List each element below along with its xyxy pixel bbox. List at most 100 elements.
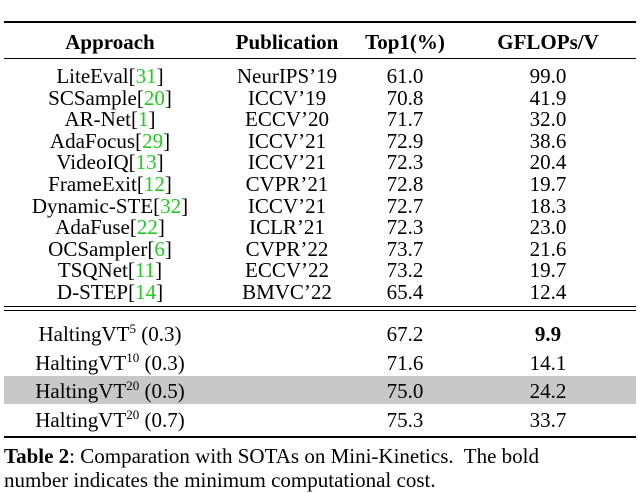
method-name: HaltingVT: [38, 322, 130, 346]
mid-rule: [4, 306, 636, 307]
top-rule: [4, 21, 636, 23]
gflops-cell: 21.6: [529, 236, 567, 261]
top1-cell: 67.2: [386, 322, 424, 346]
approach-cell: SCSample[20]: [48, 87, 172, 109]
top1-cell: 73.7: [386, 236, 424, 261]
publication-cell: ICLR’21: [249, 215, 325, 240]
gflops-cell: 9.9: [534, 322, 562, 346]
gflops-cell: 33.7: [529, 408, 567, 433]
caption-text: : Comparation with SOTAs on Mini-Kinetic…: [69, 444, 539, 468]
approach-cell: D-STEP[14]: [57, 281, 163, 303]
publication-cell: ICCV’21: [247, 193, 327, 218]
method-name: HaltingVT: [35, 408, 127, 433]
top1-cell: 61.0: [386, 64, 424, 88]
gflops-cell: 14.1: [529, 350, 567, 375]
publication-cell: ECCV’20: [245, 107, 329, 132]
top1-cell: 72.3: [386, 215, 424, 240]
gflops-cell: 32.0: [529, 107, 567, 132]
approach-cell: AdaFocus[29]: [50, 130, 170, 152]
header-cell: Publication: [235, 30, 339, 54]
header-cell: GFLOPs/V: [497, 30, 599, 54]
method-name: HaltingVT: [35, 379, 127, 404]
gflops-cell: 19.7: [529, 258, 567, 283]
citation: [12]: [136, 172, 172, 196]
top1-cell: 71.6: [386, 350, 424, 375]
method-name: FrameExit: [48, 172, 137, 196]
citation: [29]: [135, 128, 171, 153]
top1-cell: 72.9: [386, 128, 424, 153]
approach-cell: TSQNet[11]: [58, 259, 162, 281]
approach-cell: VideoIQ[13]: [56, 151, 163, 173]
gflops-cell: 12.4: [529, 280, 567, 304]
header-cell: Top1(%): [365, 30, 445, 54]
approach-cell: OCSampler[6]: [48, 238, 172, 260]
top1-cell: 72.3: [386, 150, 424, 175]
gflops-cell: 38.6: [529, 128, 567, 153]
publication-cell: ICCV’21: [247, 128, 327, 153]
approach-cell: FrameExit[12]: [48, 173, 172, 195]
parameter: (0.3): [141, 322, 182, 346]
approach-cell: LiteEval[31]: [56, 65, 163, 87]
caption-text: number indicates the minimum computation…: [4, 468, 436, 492]
top1-cell: 75.0: [386, 379, 424, 404]
method-name: VideoIQ: [56, 150, 129, 175]
top1-cell: 70.8: [386, 85, 424, 110]
row-highlight: [4, 376, 636, 405]
citation: [22]: [129, 215, 165, 240]
publication-cell: CVPR’22: [245, 236, 329, 261]
superscript: 10: [126, 349, 140, 365]
publication-cell: ECCV’22: [245, 258, 329, 283]
caption-line: Table 2: Comparation with SOTAs on Mini-…: [4, 444, 539, 468]
method-name: AR-Net: [64, 107, 132, 132]
publication-cell: ICCV’21: [247, 150, 327, 175]
header-cell: Approach: [65, 30, 155, 54]
gflops-cell: 24.2: [529, 379, 567, 404]
mid-rule: [4, 310, 636, 311]
approach-cell: HaltingVT20 (0.5): [35, 378, 185, 404]
citation: [13]: [128, 150, 164, 175]
approach-cell: HaltingVT5 (0.3): [38, 321, 182, 346]
citation: [20]: [136, 85, 172, 110]
approach-cell: HaltingVT20 (0.7): [35, 408, 185, 433]
approach-cell: AR-Net[1]: [65, 108, 156, 130]
approach-cell: AdaFuse[22]: [55, 216, 165, 238]
method-name: HaltingVT: [35, 350, 127, 375]
top1-cell: 72.7: [386, 193, 424, 218]
superscript: 20: [126, 378, 140, 394]
parameter: (0.3): [144, 350, 185, 375]
method-name: D-STEP: [56, 280, 129, 304]
citation: [1]: [131, 107, 156, 132]
top1-cell: 73.2: [386, 258, 424, 283]
method-name: OCSampler: [48, 236, 148, 261]
method-name: TSQNet: [57, 258, 128, 283]
gflops-cell: 41.9: [529, 85, 567, 110]
gflops-cell: 20.4: [529, 150, 567, 175]
publication-cell: NeurIPS’19: [236, 64, 338, 88]
citation: [14]: [128, 280, 164, 304]
top1-cell: 71.7: [386, 107, 424, 132]
method-name: LiteEval: [56, 64, 129, 88]
gflops-cell: 99.0: [529, 64, 567, 88]
method-name: AdaFocus: [49, 128, 136, 153]
parameter: (0.7): [144, 408, 185, 433]
method-name: Dynamic-STE: [31, 193, 154, 218]
parameter: (0.5): [144, 379, 185, 404]
header-rule: [4, 58, 636, 59]
method-name: SCSample: [48, 85, 137, 110]
top1-cell: 65.4: [386, 280, 424, 304]
gflops-cell: 23.0: [529, 215, 567, 240]
approach-cell: HaltingVT10 (0.3): [35, 349, 185, 375]
citation: [31]: [128, 64, 164, 88]
top1-cell: 75.3: [386, 408, 424, 433]
citation: [6]: [147, 236, 172, 261]
publication-cell: ICCV’19: [247, 85, 327, 110]
top1-cell: 72.8: [386, 172, 424, 196]
bottom-rule: [4, 436, 636, 438]
superscript: 5: [129, 321, 136, 336]
citation: [11]: [127, 258, 163, 283]
publication-cell: CVPR’21: [245, 172, 329, 196]
method-name: AdaFuse: [55, 215, 130, 240]
caption-label: Table 2: [4, 444, 70, 468]
approach-cell: Dynamic-STE[32]: [32, 195, 188, 217]
